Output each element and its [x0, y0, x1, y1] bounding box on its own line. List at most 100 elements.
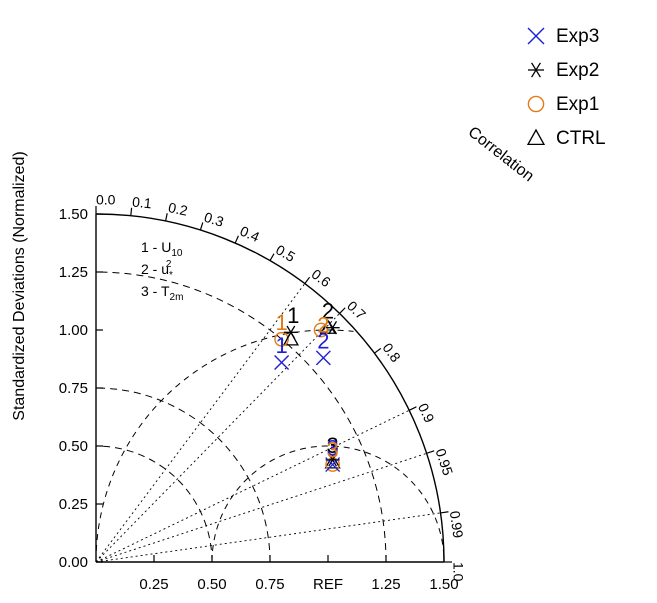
data-point-exp2-var1: [283, 325, 298, 339]
correlation-tick-label: 0.9: [415, 401, 438, 426]
correlation-tick: [130, 207, 133, 216]
point-label: 2: [317, 312, 329, 337]
std-dev-arc: [95, 271, 387, 563]
point-label: 3: [327, 433, 339, 458]
variable-key-2: 2 - u*2: [141, 259, 173, 281]
data-point-exp3-var2: [315, 350, 331, 366]
x-tick-label: 1.50: [429, 576, 458, 593]
variable-key-main: 2 - u: [141, 261, 169, 277]
correlation-tick-label: 0.1: [131, 194, 152, 212]
variable-key-3: 3 - T2m: [141, 283, 183, 303]
axes-layer: 0.00 0.25 0.50 0.75 1.00 1.25 1.50 0.25 0.50 0.75…: [59, 192, 467, 593]
std-dev-arc: [95, 445, 213, 563]
y-tick-label: 0.50: [59, 438, 88, 455]
correlation-tick-label: 0.3: [202, 209, 226, 230]
correlation-tick: [374, 347, 382, 354]
correlation-axis-label: Correlation: [465, 124, 537, 186]
legend-marker-exp1: [527, 95, 545, 113]
variable-key-sub: *: [169, 270, 173, 281]
marker-stroke: [526, 128, 546, 146]
x-tick-label: 0.75: [255, 576, 284, 593]
correlation-tick-label: 0.99: [447, 510, 467, 539]
legend-marker-exp2: [528, 62, 544, 78]
legend-label-exp2: Exp2: [556, 60, 599, 81]
legend-marker-exp3: [527, 27, 545, 45]
marker-stroke: [527, 95, 545, 113]
legend: Exp3 Exp2 Exp1 CTRL: [526, 26, 606, 149]
point-label: 2: [322, 298, 334, 323]
correlation-tick-label: 0.6: [309, 266, 334, 291]
x-tick-label: 0.25: [139, 576, 168, 593]
point-label: 1: [287, 303, 299, 328]
correlation-ray: [95, 512, 441, 563]
correlation-tick-label: 0.2: [167, 199, 189, 219]
correlation-tick-label: 0.4: [238, 223, 262, 246]
y-tick-label: 1.50: [59, 206, 88, 223]
correlation-tick: [426, 450, 435, 454]
correlation-tick: [269, 253, 275, 261]
y-tick-label: 1.00: [59, 322, 88, 339]
x-tick-label: REF: [313, 576, 343, 593]
y-tick-label: 0.25: [59, 496, 88, 513]
variable-key-sub: 10: [171, 248, 183, 259]
correlation-tick: [408, 406, 417, 411]
grid-layer: [95, 271, 445, 563]
correlation-tick-label: 0.0: [96, 192, 116, 208]
marker-stroke: [286, 325, 296, 339]
data-point-exp3-var1: [274, 354, 290, 370]
variable-key-sub: 2m: [170, 292, 184, 303]
correlation-ray: [95, 452, 427, 563]
correlation-tick-label: 0.95: [433, 446, 457, 477]
correlation-tick-label: 0.5: [273, 241, 298, 265]
data-point-exp1-var1: [274, 331, 289, 347]
correlation-tick: [304, 276, 311, 284]
correlation-tick: [165, 213, 168, 222]
marker-stroke: [325, 457, 341, 473]
correlation-tick-label: 0.8: [379, 340, 404, 365]
point-label: 1: [275, 333, 287, 358]
variable-key-1: 1 - U10: [141, 239, 183, 259]
correlation-tick: [199, 222, 204, 231]
correlation-ray: [95, 409, 410, 563]
y-tick-label: 1.25: [59, 264, 88, 281]
point-label: 3: [327, 438, 339, 463]
data-point-exp2-var2: [325, 321, 340, 335]
variable-key-main: 1 - U: [141, 239, 171, 255]
rms-arc: [95, 329, 354, 563]
correlation-tick: [440, 511, 449, 514]
legend-marker-ctrl: [526, 128, 546, 146]
marker-stroke: [527, 27, 545, 45]
y-axis-label: Standardized Deviations (Normalized): [11, 151, 28, 420]
legend-label-ctrl: CTRL: [556, 128, 606, 149]
point-label: 1: [275, 310, 287, 335]
point-label: 2: [317, 329, 329, 354]
rms-arc: [211, 445, 445, 563]
correlation-ray: [95, 283, 306, 563]
data-point-exp1-var2: [313, 322, 329, 338]
data-point-exp3-var3: [325, 457, 341, 473]
marker-stroke: [274, 331, 289, 347]
marker-stroke: [328, 321, 338, 335]
variable-key-sup: 2: [166, 259, 172, 270]
marker-stroke: [325, 457, 340, 472]
correlation-tick: [234, 235, 239, 244]
correlation-tick-label: 1.0: [450, 562, 466, 582]
legend-label-exp3: Exp3: [556, 26, 599, 47]
points-layer: [274, 319, 341, 473]
marker-stroke: [531, 62, 541, 78]
y-tick-label: 0.75: [59, 380, 88, 397]
marker-stroke: [313, 322, 329, 338]
marker-stroke: [328, 453, 338, 467]
legend-label-exp1: Exp1: [556, 94, 599, 115]
correlation-tick: [339, 307, 346, 314]
std-dev-arc: [95, 387, 271, 563]
correlation-arc: [95, 213, 445, 563]
x-tick-label: 0.50: [197, 576, 226, 593]
correlation-tick-label: 0.7: [344, 298, 369, 323]
data-point-exp1-var3: [325, 457, 340, 472]
marker-stroke: [274, 354, 290, 370]
